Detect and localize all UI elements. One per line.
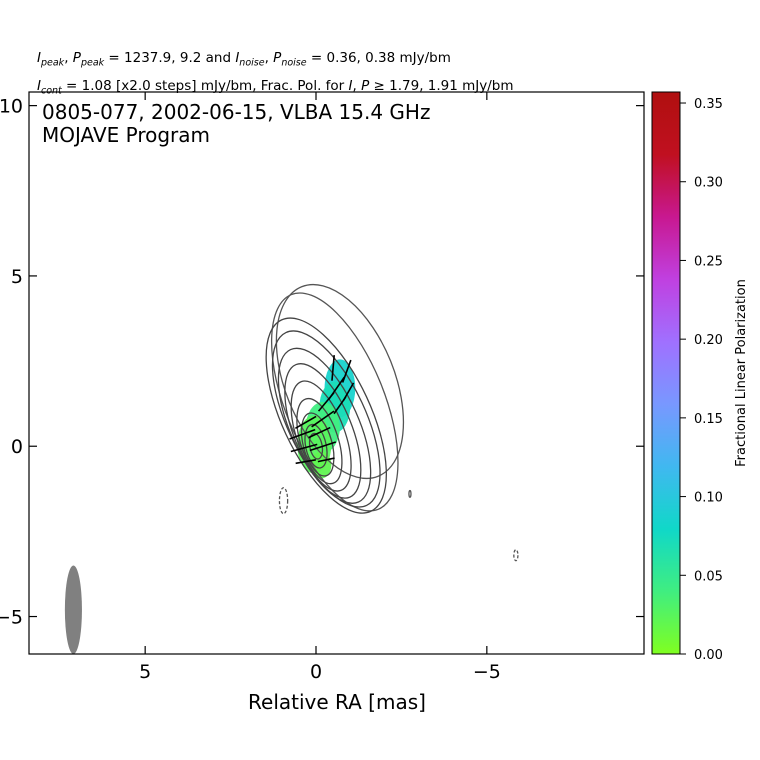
- axes: 5 0 −5 10 5 0 −5: [0, 92, 644, 683]
- evpa-vector: [311, 410, 335, 428]
- evpa-vector: [331, 355, 335, 381]
- colorbar-tick-label: 0.25: [694, 254, 723, 269]
- colorbar-tick-label: 0.05: [694, 569, 723, 584]
- evpa-vector: [317, 392, 335, 412]
- plot-title-line-1: 0805-077, 2002-06-15, VLBA 15.4 GHz: [42, 100, 430, 124]
- evpa-vector: [294, 415, 317, 430]
- intensity-contour: [304, 423, 328, 469]
- small-contour: [408, 489, 412, 498]
- header-line-2: Icont = 1.08 [x2.0 steps] mJy/bm, Frac. …: [37, 77, 514, 97]
- header-line-1: Ipeak, Ppeak = 1237.9, 9.2 and Inoise, P…: [37, 50, 451, 69]
- colorbar-tick-label: 0.15: [694, 412, 723, 427]
- figure-header: Ipeak, Ppeak = 1237.9, 9.2 and Inoise, P…: [37, 47, 514, 102]
- evpa-vector: [317, 457, 335, 463]
- intensity-contour: [271, 330, 381, 508]
- intensity-contour: [265, 317, 387, 514]
- beam-ellipse: [64, 565, 82, 654]
- intensity-contour: [296, 397, 343, 485]
- intensity-contour: [290, 380, 352, 492]
- x-tick-label: 5: [139, 661, 151, 683]
- evpa-vector: [333, 396, 347, 415]
- x-tick-label: 0: [310, 661, 322, 683]
- y-tick-label: −5: [0, 607, 23, 629]
- plot-frame: [28, 91, 645, 655]
- outer-contour: [275, 283, 405, 480]
- negative-contour: [513, 549, 519, 562]
- x-axis-title: Relative RA [mas]: [248, 690, 426, 714]
- colorbar-tick-label: 0.20: [694, 333, 723, 348]
- colorbar-tick-label: 0.00: [694, 648, 723, 663]
- evpa-vector: [308, 426, 331, 439]
- evpa-vector: [309, 441, 337, 452]
- negative-contour: [278, 487, 289, 515]
- colorbar-ticks: 0.00 0.05 0.10 0.15 0.20 0.25 0.30 0.35: [680, 97, 723, 663]
- colorbar-tick-label: 0.10: [694, 491, 723, 506]
- colorbar-tick-label: 0.35: [694, 97, 723, 112]
- colorbar-label: Fractional Linear Polarization: [734, 279, 749, 467]
- y-tick-label: 5: [11, 266, 23, 288]
- plot-area: [64, 283, 519, 654]
- evpa-vector: [290, 443, 318, 453]
- intensity-contour: [284, 363, 362, 499]
- intensity-contour: [277, 347, 372, 504]
- y-tick-label: 0: [11, 436, 23, 458]
- plot-title-line-2: MOJAVE Program: [42, 123, 210, 147]
- x-tick-label: −5: [473, 661, 501, 683]
- evpa-vector: [289, 428, 316, 440]
- colorbar: [651, 91, 681, 655]
- colorbar-tick-label: 0.30: [694, 176, 723, 191]
- evpa-vector: [295, 458, 316, 465]
- y-tick-label: 10: [0, 96, 23, 118]
- intensity-contour: [308, 432, 324, 460]
